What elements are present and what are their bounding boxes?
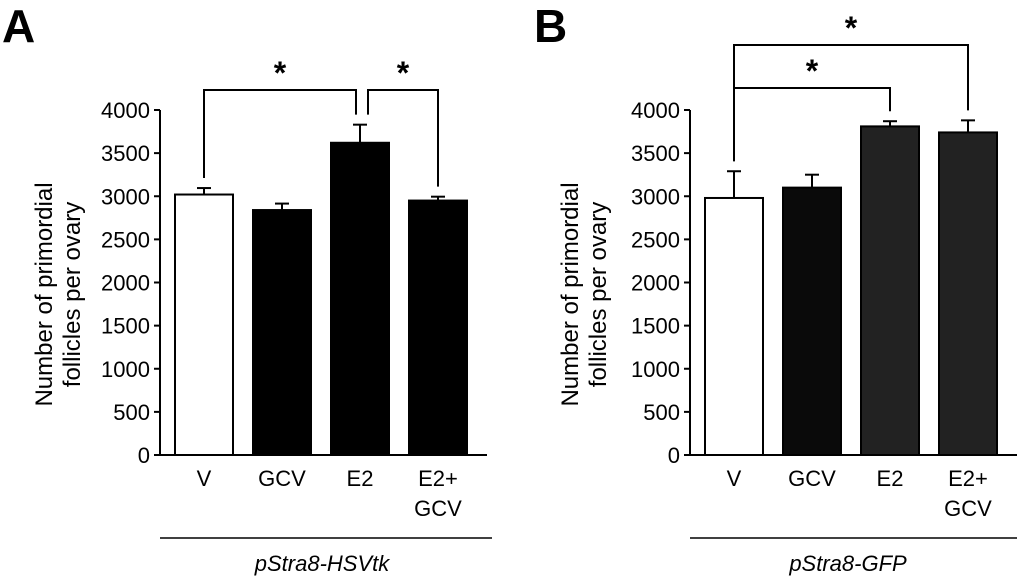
significance-star: * <box>806 53 819 89</box>
y-axis-title-line: follicles per ovary <box>585 202 612 387</box>
bar-gcv <box>252 209 312 456</box>
category-label: E2+ <box>418 466 458 491</box>
category-label: GCV <box>414 496 462 521</box>
y-tick-label: 3500 <box>101 141 150 166</box>
y-tick-label: 2500 <box>101 227 150 252</box>
category-label: V <box>197 466 212 491</box>
y-tick-label: 1500 <box>631 314 680 339</box>
significance-bracket <box>203 89 357 179</box>
y-tick-label: 3000 <box>101 184 150 209</box>
y-tick-label: 0 <box>668 443 680 468</box>
bar-e2 <box>860 125 920 456</box>
significance-star: * <box>274 55 287 91</box>
bar-e2-plusgcv <box>408 199 468 456</box>
y-tick-label: 2000 <box>631 271 680 296</box>
significance-star: * <box>845 10 858 46</box>
y-axis-title: Number of primordialfollicles per ovary <box>31 182 86 406</box>
category-label: E2+ <box>948 466 988 491</box>
category-label: V <box>727 466 742 491</box>
genotype-label: pStra8-HSVtk <box>254 551 390 576</box>
y-tick-label: 1000 <box>101 357 150 382</box>
y-tick-label: 2500 <box>631 227 680 252</box>
panel-letter: A <box>2 0 35 52</box>
category-label: GCV <box>258 466 306 491</box>
bar-v <box>174 193 234 456</box>
y-tick-label: 500 <box>643 400 680 425</box>
chart-panel-a: A 0 500 1000 1500 2000 2500 3000 3500 4000 Number … <box>2 0 492 576</box>
category-label: GCV <box>788 466 836 491</box>
y-axis-title-line: follicles per ovary <box>59 202 86 387</box>
y-axis-title-line: Number of primordial <box>31 182 58 406</box>
significance-bracket <box>367 89 439 187</box>
bar-e2 <box>330 141 390 456</box>
y-tick-label: 500 <box>113 400 150 425</box>
y-axis-title: Number of primordialfollicles per ovary <box>557 182 612 406</box>
bar-v <box>704 196 764 456</box>
chart-panel-b: B 0 500 1000 1500 2000 2500 3000 3500 4000 Number … <box>534 0 1017 576</box>
panel-letter: B <box>534 0 567 52</box>
y-tick-label: 4000 <box>101 98 150 123</box>
significance-star: * <box>397 55 410 91</box>
y-tick-label: 1500 <box>101 314 150 339</box>
y-tick-label: 3000 <box>631 184 680 209</box>
y-axis-title-line: Number of primordial <box>557 182 584 406</box>
y-tick-label: 4000 <box>631 98 680 123</box>
y-tick-label: 2000 <box>101 271 150 296</box>
category-label: E2 <box>877 466 904 491</box>
y-tick-label: 3500 <box>631 141 680 166</box>
category-label: GCV <box>944 496 992 521</box>
y-tick-label: 0 <box>138 443 150 468</box>
genotype-label: pStra8-GFP <box>788 551 907 576</box>
bar-e2-plusgcv <box>938 131 998 457</box>
significance-bracket <box>733 44 969 162</box>
y-tick-label: 1000 <box>631 357 680 382</box>
bar-gcv <box>782 186 842 456</box>
category-label: E2 <box>347 466 374 491</box>
